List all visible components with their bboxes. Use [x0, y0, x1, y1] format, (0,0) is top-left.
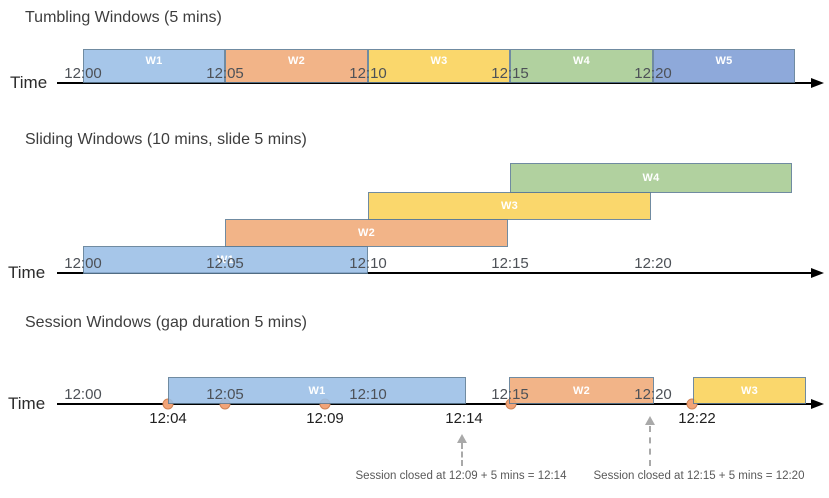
callout-arrowhead-icon — [457, 434, 467, 443]
session-tick-1200: 12:00 — [64, 386, 102, 403]
tumbling-axis-arrowhead-icon — [811, 78, 824, 88]
window-label: W3 — [740, 384, 759, 397]
window-label: W3 — [500, 200, 519, 212]
tumbling-tick-1210: 12:10 — [349, 65, 387, 82]
session-closed-annotation-2: Session closed at 12:15 + 5 mins = 12:20 — [593, 470, 805, 482]
sliding-window-w4: W4 — [510, 163, 792, 193]
session-section-title: Session Windows (gap duration 5 mins) — [25, 314, 307, 331]
session-time-axis — [57, 403, 812, 405]
window-label: W3 — [430, 55, 448, 67]
session-window-w2: W2 — [509, 377, 654, 404]
session-tick-1205: 12:05 — [206, 386, 244, 403]
window-label: W4 — [572, 55, 591, 67]
sliding-tick-1205: 12:05 — [206, 255, 244, 272]
tumbling-time-axis — [57, 82, 812, 84]
sliding-tick-1220: 12:20 — [634, 255, 672, 272]
tumbling-tick-1200: 12:00 — [64, 65, 102, 82]
tumbling-window-w4: W4 — [510, 49, 653, 83]
sliding-axis-arrowhead-icon — [811, 268, 824, 278]
tumbling-window-w5: W5 — [653, 49, 795, 83]
event-time-label-1214: 12:14 — [445, 410, 483, 427]
window-label: W4 — [642, 172, 660, 184]
window-label: W2 — [287, 55, 306, 67]
sliding-window-w1: W1 — [83, 246, 368, 274]
callout-dashed-line — [649, 426, 651, 466]
sliding-window-w2: W2 — [225, 219, 508, 247]
window-label: W1 — [308, 384, 326, 397]
tumbling-window-w2: W2 — [225, 49, 368, 83]
tumbling-tick-1215: 12:15 — [491, 65, 529, 82]
session-closed-annotation-1: Session closed at 12:09 + 5 mins = 12:14 — [355, 470, 567, 482]
tumbling-time-axis-label: Time — [10, 73, 48, 92]
session-window-w3: W3 — [693, 377, 806, 404]
sliding-tick-1215: 12:15 — [491, 255, 529, 272]
tumbling-window-w1: W1 — [83, 49, 225, 83]
session-window-w1: W1 — [168, 377, 466, 404]
callout-arrowhead-icon — [645, 416, 655, 425]
event-time-label-1209: 12:09 — [306, 410, 344, 427]
sliding-section-title: Sliding Windows (10 mins, slide 5 mins) — [25, 131, 307, 148]
session-tick-1215: 12:15 — [491, 386, 529, 403]
sliding-tick-1210: 12:10 — [349, 255, 387, 272]
sliding-window-w3: W3 — [368, 192, 651, 220]
event-time-label-1204: 12:04 — [149, 410, 187, 427]
tumbling-section-title: Tumbling Windows (5 mins) — [25, 9, 222, 26]
session-axis-arrowhead-icon — [811, 399, 824, 409]
window-label: W2 — [572, 384, 591, 397]
session-tick-1220: 12:20 — [634, 386, 672, 403]
session-tick-1210: 12:10 — [349, 386, 387, 403]
event-time-label-1222: 12:22 — [678, 410, 716, 427]
window-label: W1 — [145, 55, 163, 67]
sliding-time-axis — [57, 272, 812, 274]
tumbling-tick-1220: 12:20 — [634, 65, 672, 82]
tumbling-window-w3: W3 — [368, 49, 510, 83]
session-time-axis-label: Time — [8, 394, 46, 413]
window-label: W1 — [216, 254, 235, 266]
callout-dashed-line — [461, 443, 463, 466]
tumbling-tick-1205: 12:05 — [206, 65, 244, 82]
sliding-tick-1200: 12:00 — [64, 255, 102, 272]
window-label: W2 — [357, 227, 376, 239]
sliding-time-axis-label: Time — [8, 263, 46, 282]
event-dot-1222 — [686, 398, 698, 410]
window-label: W5 — [715, 55, 733, 67]
